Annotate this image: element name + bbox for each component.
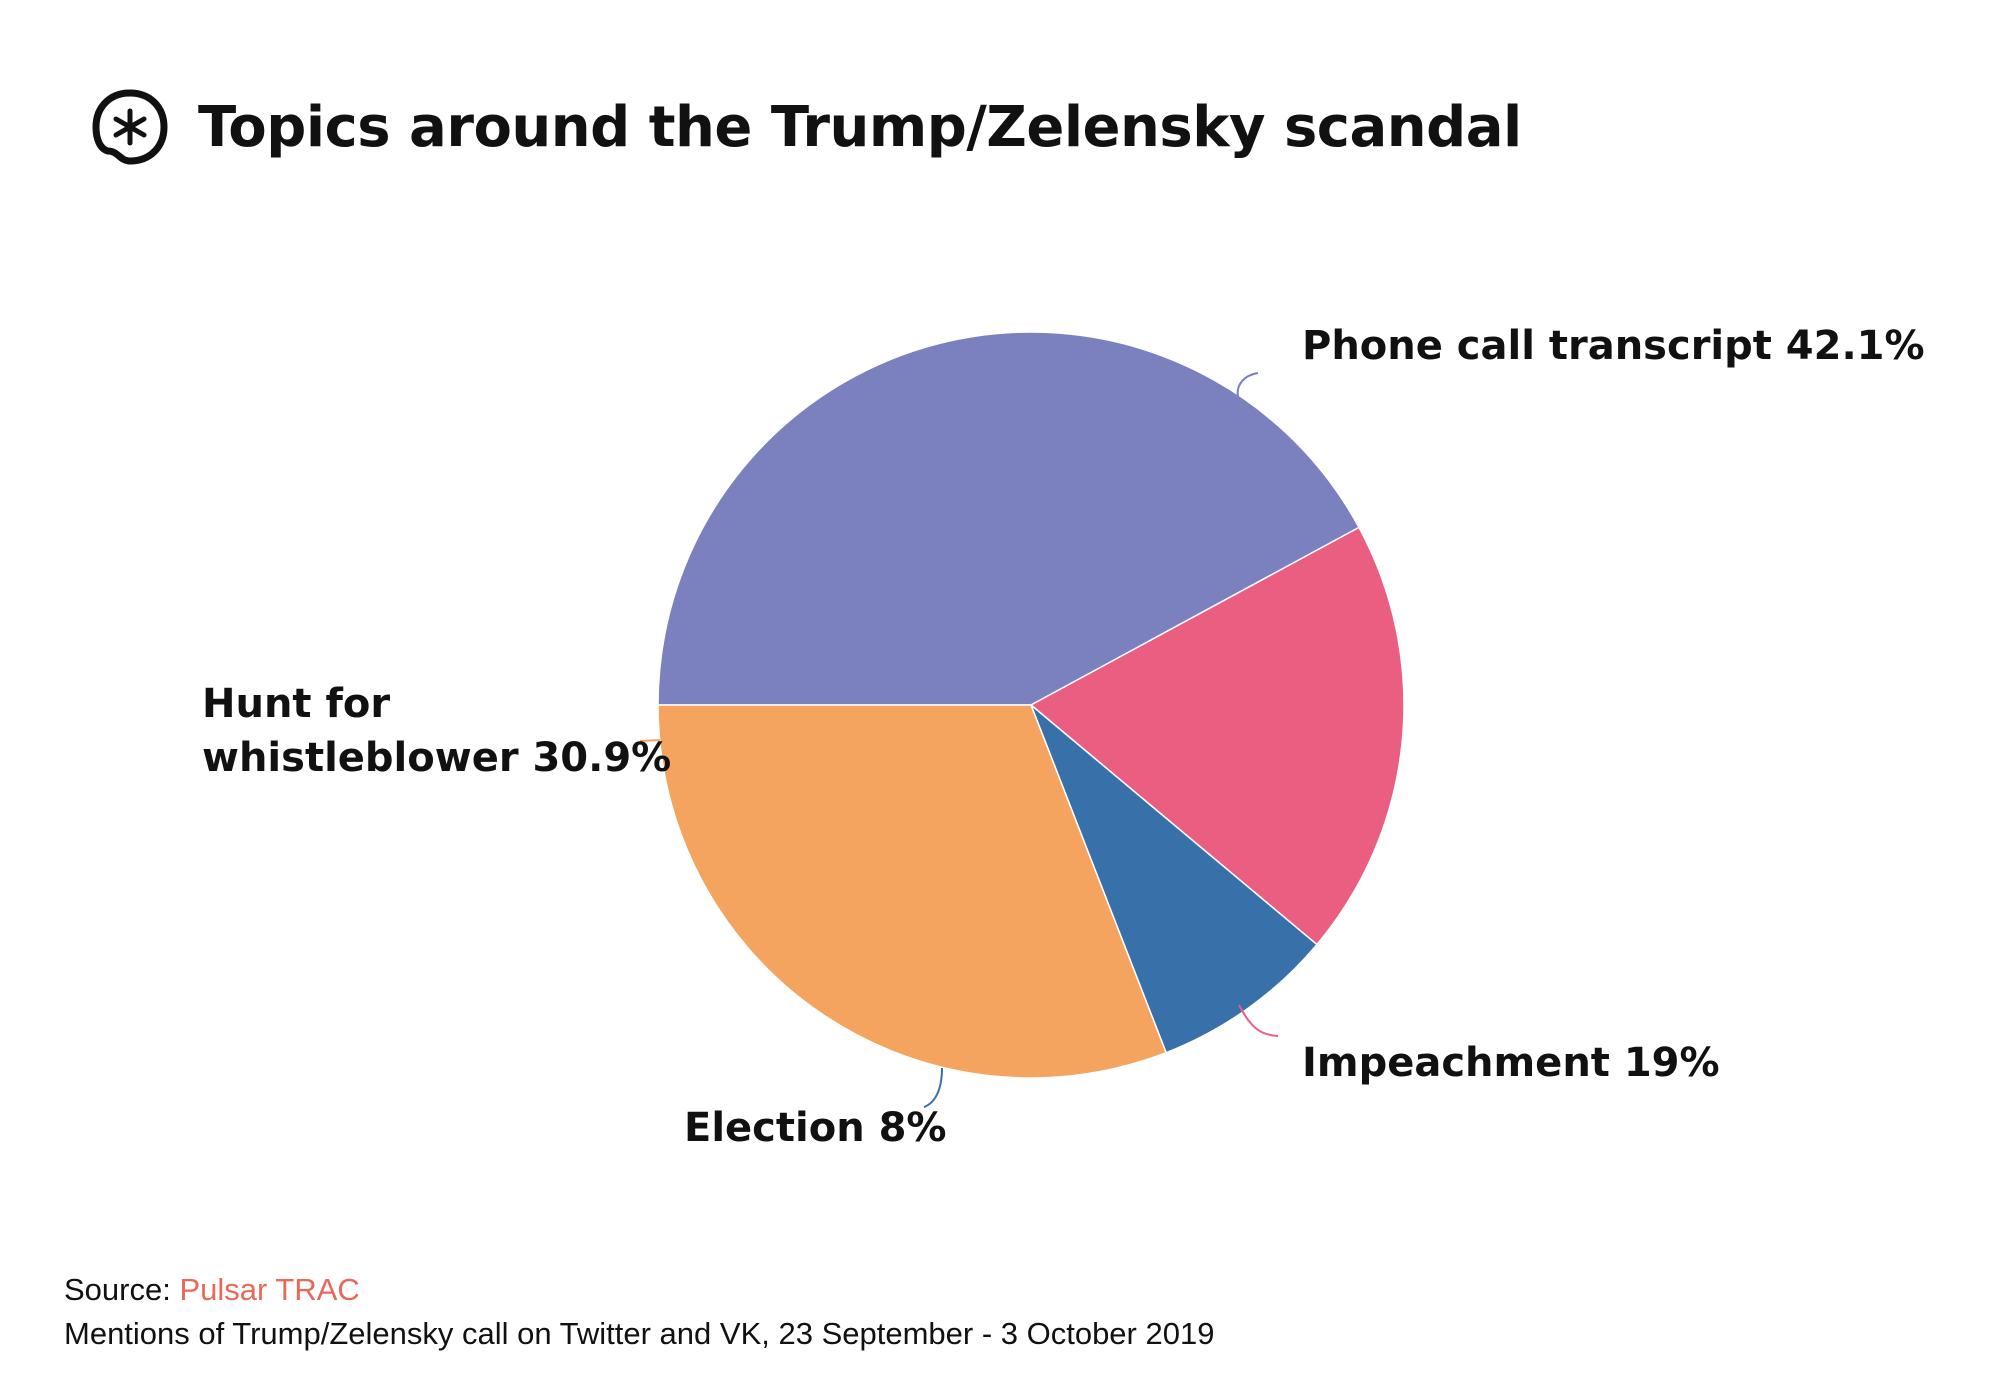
leader-line-phone-call — [1236, 372, 1259, 403]
source-note: Mentions of Trump/Zelensky call on Twitt… — [64, 1316, 1215, 1351]
slice-label-impeachment: Impeachment 19% — [1302, 1040, 1720, 1086]
leader-line-whistleblower — [639, 739, 661, 742]
leader-lines — [639, 372, 1279, 1108]
page-title: Topics around the Trump/Zelensky scandal — [198, 94, 1522, 160]
slice-label-whistleblower: Hunt for whistleblower 30.9% — [202, 681, 671, 781]
pie-slice-election — [1030, 704, 1318, 1054]
slice-label-phone-call: Phone call transcript 42.1% — [1302, 323, 1925, 369]
source-line: Source: Pulsar TRAC — [64, 1268, 1214, 1312]
title-bar: Topics around the Trump/Zelensky scandal — [90, 82, 1522, 172]
pie-slices — [657, 331, 1405, 1079]
pie-slice-impeachment — [1029, 526, 1405, 946]
leader-line-impeachment — [1238, 1004, 1279, 1037]
leader-line-election — [923, 1067, 943, 1108]
source-footer: Source: Pulsar TRAC Mentions of Trump/Ze… — [64, 1268, 1214, 1356]
source-prefix: Source: — [64, 1272, 171, 1307]
pie-slice-whistleblower — [657, 704, 1168, 1079]
slice-labels: Phone call transcript 42.1% Impeachment … — [202, 323, 1925, 1151]
slice-label-election: Election 8% — [684, 1105, 947, 1151]
pie-slice-phone-call — [657, 331, 1360, 706]
source-link[interactable]: Pulsar TRAC — [179, 1272, 360, 1307]
asterisk-circle-icon — [92, 89, 168, 165]
